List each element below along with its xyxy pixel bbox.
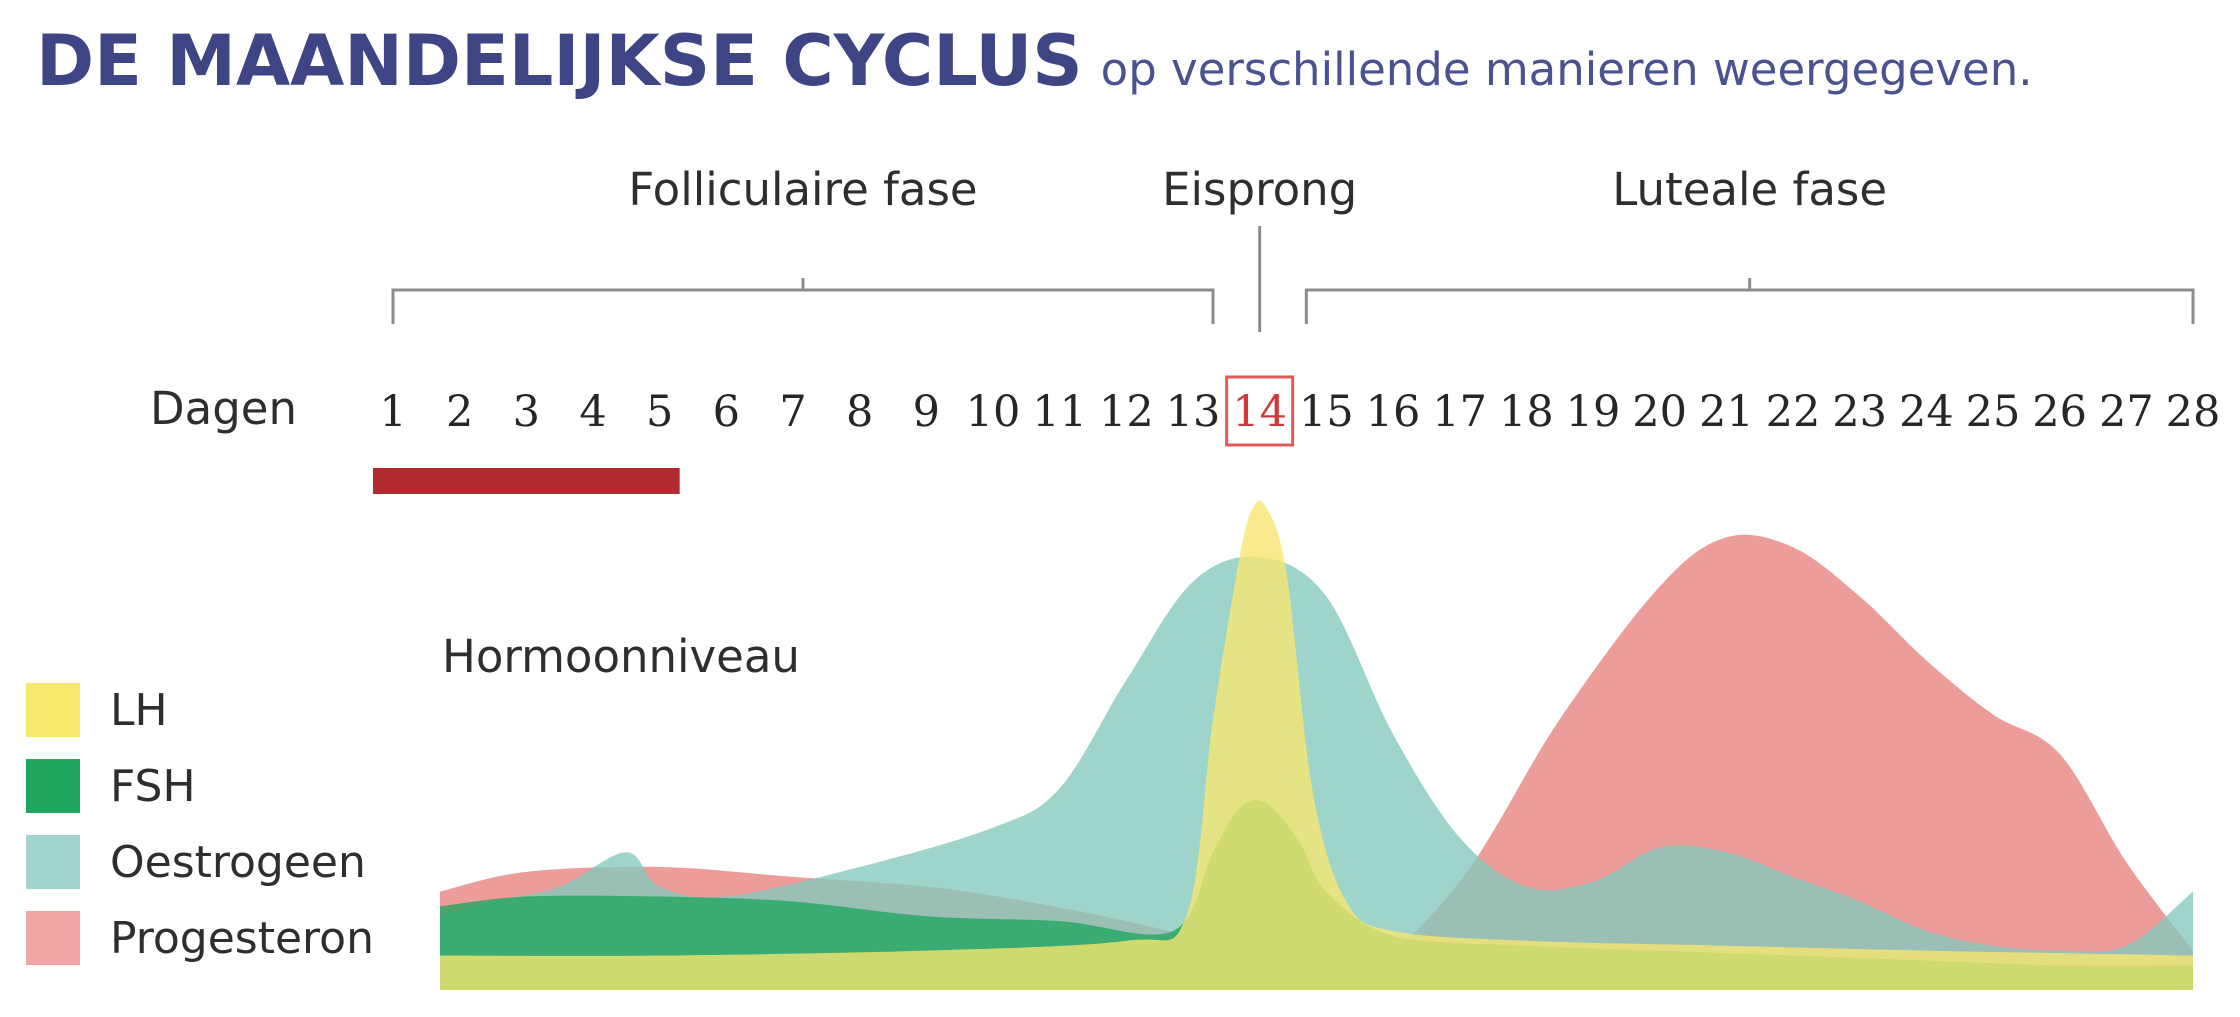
- legend-swatch-fsh: [26, 759, 80, 813]
- bracket-luteale-fase: [1304, 278, 2195, 324]
- legend-swatch-progesteron: [26, 911, 80, 965]
- legend-item-oestrogeen: Oestrogeen: [26, 824, 374, 900]
- day-label-9: 9: [913, 387, 940, 437]
- day-label-14: 14: [1232, 387, 1287, 437]
- day-label-28: 28: [2166, 387, 2221, 437]
- day-label-3: 3: [513, 387, 540, 437]
- phase-labels: Folliculaire fase Eisprong Luteale fase: [628, 163, 1887, 216]
- legend: LH FSH Oestrogeen Progesteron: [26, 672, 374, 976]
- day-label-5: 5: [646, 387, 673, 437]
- hormone-areas: [440, 500, 2193, 990]
- day-label-18: 18: [1499, 387, 1554, 437]
- legend-label-oestrogeen: Oestrogeen: [110, 836, 366, 888]
- day-label-27: 27: [2099, 387, 2154, 437]
- legend-label-progesteron: Progesteron: [110, 912, 374, 964]
- day-label-23: 23: [1832, 387, 1887, 437]
- legend-item-progesteron: Progesteron: [26, 900, 374, 976]
- day-label-24: 24: [1899, 387, 1954, 437]
- legend-swatch-oestrogeen: [26, 835, 80, 889]
- day-label-2: 2: [446, 387, 473, 437]
- chart-subtitle: op verschillende manieren weergegeven.: [1100, 43, 2033, 96]
- day-label-26: 26: [2032, 387, 2087, 437]
- day-label-15: 15: [1299, 387, 1354, 437]
- day-label-20: 20: [1632, 387, 1687, 437]
- day-label-25: 25: [1966, 387, 2021, 437]
- phase-brackets: [391, 226, 2195, 332]
- day-label-6: 6: [713, 387, 740, 437]
- header: DE MAANDELIJKSE CYCLUS op verschillende …: [36, 20, 2033, 120]
- x-axis-label: Dagen: [150, 382, 297, 435]
- highlighted-day-box: [1225, 375, 1295, 447]
- legend-item-lh: LH: [26, 672, 374, 748]
- chart-title: DE MAANDELIJKSE CYCLUS: [36, 20, 1083, 102]
- bracket-folliculaire-fase: [391, 278, 1215, 324]
- menstruation-bar: [373, 468, 680, 494]
- day-label-21: 21: [1699, 387, 1754, 437]
- legend-label-fsh: FSH: [110, 760, 196, 812]
- day-label-11: 11: [1032, 387, 1087, 437]
- phase-label-eisprong: Eisprong: [1162, 163, 1357, 216]
- phase-label-luteale-fase: Luteale fase: [1612, 163, 1887, 216]
- day-label-12: 12: [1099, 387, 1154, 437]
- phase-label-folliculaire-fase: Folliculaire fase: [628, 163, 977, 216]
- day-label-4: 4: [579, 387, 606, 437]
- area-lh: [440, 500, 2193, 990]
- day-label-19: 19: [1566, 387, 1621, 437]
- day-label-10: 10: [966, 387, 1021, 437]
- day-label-7: 7: [779, 387, 806, 437]
- day-label-1: 1: [379, 387, 406, 437]
- y-axis-label: Hormoonniveau: [442, 630, 800, 683]
- day-label-13: 13: [1166, 387, 1221, 437]
- day-label-16: 16: [1366, 387, 1421, 437]
- legend-swatch-lh: [26, 683, 80, 737]
- day-label-22: 22: [1766, 387, 1821, 437]
- legend-item-fsh: FSH: [26, 748, 374, 824]
- day-axis: Dagen 1 2 3 4 5 6 7 8 9 10 11 12 13 14 15 16 17 18 19 20 21 2…: [150, 375, 2221, 494]
- area-oestrogeen: [440, 556, 2193, 990]
- day-label-8: 8: [846, 387, 873, 437]
- legend-label-lh: LH: [110, 684, 168, 736]
- day-label-17: 17: [1432, 387, 1487, 437]
